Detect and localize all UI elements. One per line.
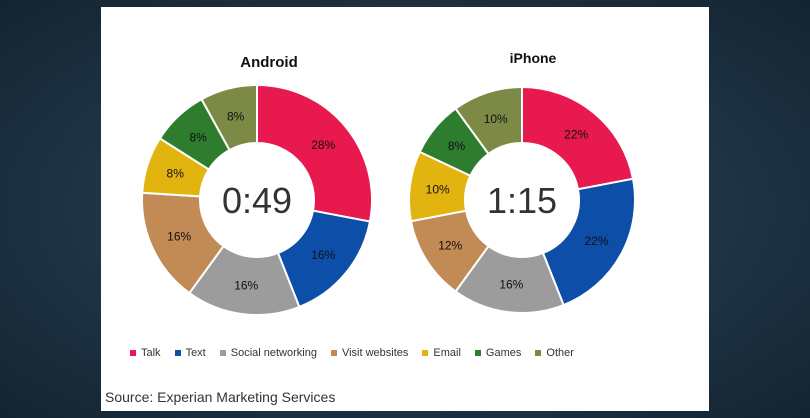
android-label-visit-websites: 16% <box>167 230 191 244</box>
iphone-label-games: 8% <box>448 139 466 153</box>
legend-item-talk: Talk <box>130 347 161 359</box>
iphone-chart-title: iPhone <box>509 50 557 66</box>
legend-label: Games <box>485 347 522 359</box>
iphone-label-text: 22% <box>584 234 608 248</box>
android-label-games: 8% <box>189 130 207 144</box>
iphone-label-social-networking: 16% <box>499 277 523 291</box>
legend-swatch <box>422 350 429 356</box>
iphone-label-email: 10% <box>426 182 450 196</box>
iphone-label-talk: 22% <box>564 128 588 142</box>
iphone-center-label: 1:15 <box>487 180 557 221</box>
legend-item-other: Other <box>535 347 574 359</box>
legend-item-visit-websites: Visit websites <box>330 347 409 359</box>
legend-item-games: Games <box>474 347 522 359</box>
android-label-text: 16% <box>311 248 335 262</box>
iphone-slice-text <box>541 177 636 307</box>
android-slice-talk <box>256 83 373 223</box>
iphone-slice-talk <box>521 85 635 191</box>
iphone-label-visit-websites: 12% <box>438 239 462 253</box>
iphone-slice-other <box>454 85 523 156</box>
android-label-other: 8% <box>227 110 245 124</box>
legend-label: Email <box>433 347 461 359</box>
android-label-social-networking: 16% <box>234 278 258 292</box>
legend-label: Social networking <box>230 347 317 359</box>
source-note: Source: Experian Marketing Services <box>105 389 336 405</box>
iphone-donut-chart: 22% 22% 16% 12% 10% 8% 10% 1:15 <box>408 85 636 314</box>
android-donut-chart: 28% 16% 16% 16% 8% 8% 8% 0:49 <box>141 83 373 316</box>
legend-swatch <box>474 350 481 356</box>
chart-legend: Talk Text Social networking Visit websites E… <box>130 343 700 363</box>
android-slice-other <box>200 83 258 152</box>
legend-label: Visit websites <box>341 347 409 359</box>
android-label-talk: 28% <box>311 138 335 152</box>
legend-item-social-networking: Social networking <box>219 347 317 359</box>
legend-item-email: Email <box>422 347 461 359</box>
legend-swatch <box>219 350 226 356</box>
legend-label: Talk <box>141 347 161 359</box>
iphone-label-other: 10% <box>484 112 508 126</box>
iphone-donut-hole <box>466 144 578 256</box>
legend-label: Text <box>185 347 206 359</box>
legend-swatch <box>535 350 542 356</box>
legend-label: Other <box>546 347 574 359</box>
legend-item-text: Text <box>174 347 206 359</box>
legend-swatch <box>174 350 181 356</box>
android-center-label: 0:49 <box>222 180 292 221</box>
android-chart-title: Android <box>240 54 298 71</box>
android-donut-hole <box>201 144 313 256</box>
legend-swatch <box>330 350 337 356</box>
android-label-email: 8% <box>167 166 185 180</box>
legend-swatch <box>130 350 136 356</box>
